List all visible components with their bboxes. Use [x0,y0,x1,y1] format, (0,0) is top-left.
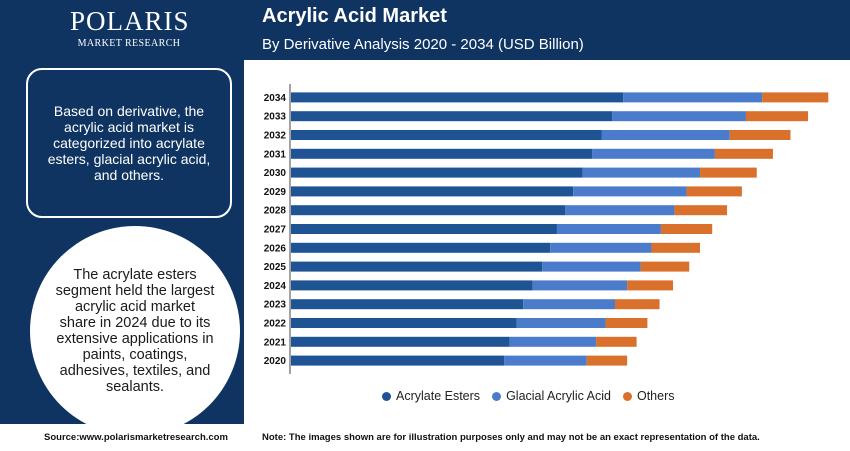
bar-others-2032 [729,130,791,140]
y-tick-label: 2025 [264,262,287,273]
bar-others-2023 [615,299,660,310]
bar-acrylate-esters-2023 [291,299,524,310]
bar-acrylate-esters-2028 [291,205,566,216]
y-tick-label: 2022 [264,319,287,330]
legend-label: Others [636,389,675,403]
bar-others-2022 [605,318,648,328]
bar-acrylate-esters-2027 [291,224,557,234]
bar-others-2033 [745,111,809,122]
bar-others-2031 [714,148,773,159]
y-tick-label: 2034 [264,93,287,104]
footer-bar [0,424,850,451]
bar-glacial-acrylic-acid-2025 [542,261,641,272]
y-tick-label: 2029 [264,187,287,198]
bar-acrylate-esters-2030 [291,167,583,178]
legend-swatch [382,391,391,401]
bar-glacial-acrylic-acid-2031 [592,148,715,159]
legend-label: Glacial Acrylic Acid [506,389,611,403]
info-box: Based on derivative, the acrylic acid ma… [26,68,232,218]
highlight-circle: The acrylate esters segment held the lar… [30,226,240,436]
disclaimer-note: Note: The images shown are for illustrat… [262,432,760,443]
bar-acrylate-esters-2025 [291,261,543,272]
bar-glacial-acrylic-acid-2032 [601,130,730,140]
bar-others-2027 [660,224,713,234]
legend-item-acrylate-esters: Acrylate Esters [382,389,480,403]
bar-glacial-acrylic-acid-2020 [504,355,587,366]
bar-acrylate-esters-2034 [291,92,624,103]
bar-glacial-acrylic-acid-2027 [556,224,661,234]
bar-others-2029 [686,186,742,197]
bar-acrylate-esters-2032 [291,130,602,140]
y-tick-label: 2020 [264,356,287,367]
bar-others-2028 [674,205,728,216]
bar-acrylate-esters-2020 [291,355,505,366]
bar-glacial-acrylic-acid-2033 [612,111,746,122]
bar-others-2025 [640,261,690,272]
bar-others-2034 [762,92,829,103]
bar-glacial-acrylic-acid-2023 [523,299,615,310]
legend-swatch [492,391,502,401]
bar-glacial-acrylic-acid-2028 [565,205,675,216]
source-text: Source:www.polarismarketresearch.com [44,432,228,443]
bar-acrylate-esters-2033 [291,111,613,122]
bar-others-2020 [586,355,628,366]
y-tick-label: 2023 [264,300,287,311]
y-tick-label: 2021 [264,337,287,348]
brand-logo: POLARIS [70,6,190,36]
legend-item-glacial-acrylic-acid: Glacial Acrylic Acid [492,389,611,403]
bar-chart: 2034 2033 2032 2031 2030 2029 2028 2027 2026 2025… [264,84,829,374]
bar-others-2026 [651,242,701,253]
y-tick-label: 2030 [264,168,287,179]
bar-glacial-acrylic-acid-2021 [509,336,597,347]
y-tick-label: 2027 [264,225,287,236]
bar-glacial-acrylic-acid-2026 [550,242,652,253]
bar-others-2021 [596,336,637,347]
brand-tagline: MARKET RESEARCH [77,38,181,49]
bar-glacial-acrylic-acid-2030 [582,167,701,178]
bar-acrylate-esters-2029 [291,186,574,197]
chart-subtitle: By Derivative Analysis 2020 - 2034 (USD … [262,36,584,53]
bar-acrylate-esters-2022 [291,318,517,328]
legend-item-others: Others [622,389,675,403]
bar-acrylate-esters-2026 [291,242,551,253]
y-tick-label: 2024 [264,281,287,292]
y-tick-label: 2028 [264,206,287,217]
bar-glacial-acrylic-acid-2022 [516,318,606,328]
bar-acrylate-esters-2031 [291,148,593,159]
chart-legend: Acrylate Esters Glacial Acrylic Acid Oth… [382,389,674,403]
info-box-text: Based on derivative, the acrylic acid ma… [47,103,211,183]
bar-others-2030 [700,167,757,178]
highlight-text: The acrylate esters segment held the lar… [55,267,215,395]
bar-others-2024 [627,280,674,291]
bar-glacial-acrylic-acid-2034 [623,92,763,103]
bar-glacial-acrylic-acid-2024 [532,280,628,291]
bar-acrylate-esters-2024 [291,280,533,291]
bar-acrylate-esters-2021 [291,336,510,347]
y-tick-label: 2031 [264,149,287,160]
y-tick-label: 2026 [264,243,287,254]
y-tick-label: 2033 [264,112,287,123]
chart-title: Acrylic Acid Market [262,5,447,27]
legend-label: Acrylate Esters [396,389,481,403]
y-tick-label: 2032 [264,131,287,142]
legend-swatch [622,391,632,401]
bar-glacial-acrylic-acid-2029 [573,186,687,197]
